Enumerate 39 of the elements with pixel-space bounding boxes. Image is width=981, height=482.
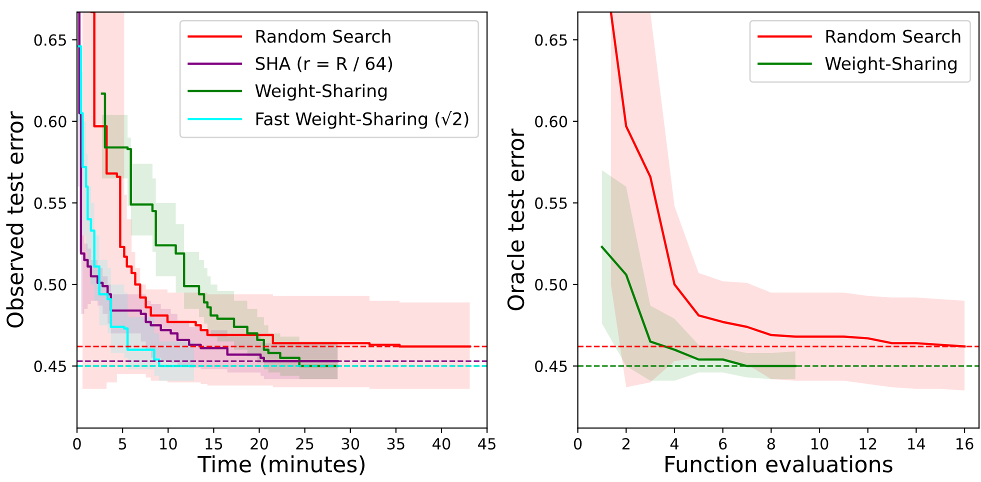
x-tick-label: 15 — [206, 438, 222, 450]
x-tick-label: 20 — [250, 438, 268, 450]
legend-label: Weight-Sharing — [255, 84, 387, 101]
x-axis-title: Function evaluations — [666, 455, 892, 473]
y-tick-label: 0.55 — [535, 197, 567, 209]
x-tick-label: 0 — [574, 438, 582, 450]
x-tick-label: 12 — [860, 438, 876, 450]
x-tick-label: 40 — [432, 438, 450, 450]
legend-label: Random Search — [826, 29, 960, 43]
x-tick-label: 2 — [622, 438, 630, 450]
y-axis-title: Observed test error — [6, 111, 24, 328]
x-tick-label: 25 — [296, 438, 314, 450]
y-tick-label: 0.65 — [535, 34, 567, 46]
x-tick-label: 5 — [118, 438, 126, 450]
x-tick-label: 16 — [956, 438, 974, 450]
x-tick-label: 14 — [908, 438, 926, 450]
legend-label: Weight-Sharing — [825, 56, 956, 74]
x-tick-label: 4 — [670, 438, 678, 450]
y-tick-label: 0.55 — [34, 197, 66, 209]
y-tick-label: 0.65 — [34, 34, 66, 46]
y-tick-label: 0.60 — [34, 116, 66, 128]
y-tick-label: 0.50 — [535, 278, 568, 290]
x-axis-title: Time (minutes) — [198, 455, 364, 476]
y-tick-label: 0.50 — [34, 278, 66, 290]
x-tick-label: 10 — [160, 438, 177, 450]
y-axis-title: Oracle test error — [507, 128, 524, 310]
x-tick-label: 8 — [767, 438, 775, 450]
x-tick-label: 10 — [811, 438, 828, 450]
x-tick-label: 45 — [478, 438, 496, 450]
y-tick-label: 0.60 — [535, 116, 568, 128]
x-tick-label: 0 — [73, 438, 81, 450]
legend-label: Random Search — [256, 29, 390, 43]
y-tick-label: 0.45 — [34, 360, 66, 372]
legend-label: SHA (r = R / 64) — [256, 56, 392, 72]
x-tick-label: 35 — [387, 438, 404, 450]
y-tick-label: 0.45 — [535, 360, 567, 372]
x-tick-label: 6 — [719, 438, 727, 450]
legend-label: Fast Weight-Sharing (√2) — [256, 111, 468, 129]
x-tick-label: 30 — [342, 438, 360, 450]
